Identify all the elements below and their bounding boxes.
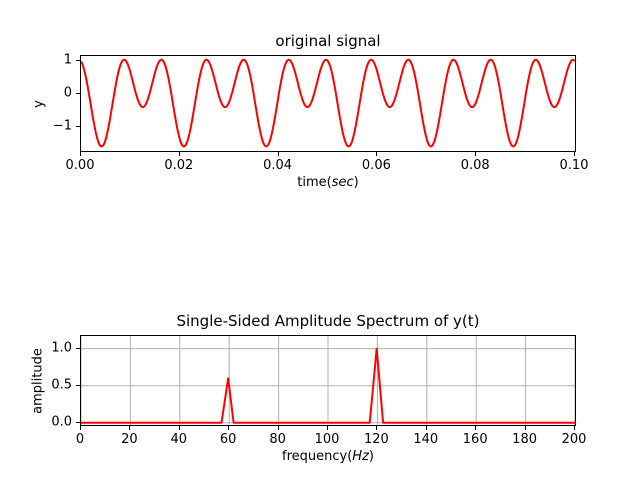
x-tick-mark	[228, 426, 230, 430]
signal-xaxis-label: time(sec)	[297, 176, 358, 189]
x-tick-label: 200	[561, 432, 587, 447]
y-tick-mark	[76, 125, 80, 127]
x-tick-mark	[129, 426, 131, 430]
y-tick-label: −1	[52, 118, 72, 134]
signal-yaxis-label: y	[31, 99, 47, 108]
x-tick-label: 0.02	[164, 158, 194, 173]
spectrum-xlabel-prefix: frequency(	[282, 449, 353, 464]
x-tick-label: 160	[462, 432, 488, 447]
x-tick-mark	[327, 426, 328, 430]
y-tick-mark	[76, 384, 80, 386]
x-tick-label: 60	[219, 432, 237, 447]
signal-plot-area	[80, 55, 576, 152]
x-tick-mark	[178, 152, 180, 156]
spectrum-plot-area	[80, 335, 576, 426]
spectrum-xlabel-suffix: )	[368, 449, 374, 464]
spectrum-curve-canvas	[81, 336, 575, 425]
spectrum-plot-title: Single-Sided Amplitude Spectrum of y(t)	[176, 311, 480, 330]
x-tick-mark	[475, 152, 477, 156]
x-tick-label: 80	[269, 432, 286, 447]
x-tick-mark	[277, 426, 279, 430]
x-tick-label: 0.00	[65, 158, 95, 173]
x-tick-mark	[475, 426, 477, 430]
x-tick-mark	[574, 152, 575, 156]
y-tick-mark	[76, 60, 80, 62]
y-tick-label: 0	[63, 85, 72, 101]
signal-waveform-canvas	[81, 58, 575, 148]
spectrum-yaxis-label: amplitude	[30, 347, 46, 414]
x-tick-mark	[425, 426, 427, 430]
y-tick-label: 0.0	[51, 414, 72, 430]
y-tick-label: 1.0	[51, 340, 72, 356]
signal-axes: original signal time(sec) y 0.00 0.02 0.04…	[32, 32, 589, 189]
x-tick-mark	[574, 426, 575, 430]
x-tick-label: 0.08	[460, 158, 490, 173]
x-tick-label: 40	[170, 432, 188, 447]
y-tick-label: 0.5	[51, 377, 72, 393]
y-tick-mark	[76, 347, 80, 349]
spectrum-xaxis-label: frequency(Hz)	[282, 450, 374, 463]
x-tick-label: 20	[121, 432, 138, 447]
y-tick-mark	[76, 93, 80, 94]
signal-xlabel-unit: sec	[331, 175, 354, 190]
signal-xlabel-suffix: )	[353, 175, 359, 190]
x-tick-mark	[80, 152, 81, 156]
x-tick-label: 0.10	[559, 158, 589, 173]
signal-plot-title: original signal	[275, 31, 381, 50]
x-tick-mark	[178, 426, 180, 430]
x-tick-label: 120	[363, 432, 389, 447]
x-tick-label: 180	[512, 432, 538, 447]
x-tick-label: 0	[75, 432, 85, 447]
x-tick-label: 0.06	[361, 158, 391, 173]
x-tick-mark	[524, 426, 526, 430]
x-tick-mark	[376, 152, 378, 156]
x-tick-mark	[277, 152, 279, 156]
x-tick-label: 0.04	[263, 158, 293, 173]
x-tick-label: 140	[413, 432, 439, 447]
x-tick-label: 100	[314, 432, 340, 447]
spectrum-xlabel-unit: Hz	[352, 449, 369, 464]
signal-xlabel-prefix: time(	[297, 175, 332, 190]
y-tick-mark	[76, 421, 80, 423]
spectrum-axes: Single-Sided Amplitude Spectrum of y(t) …	[31, 312, 587, 463]
x-tick-mark	[80, 426, 81, 430]
x-tick-mark	[376, 426, 378, 430]
y-tick-label: 1	[63, 52, 72, 68]
